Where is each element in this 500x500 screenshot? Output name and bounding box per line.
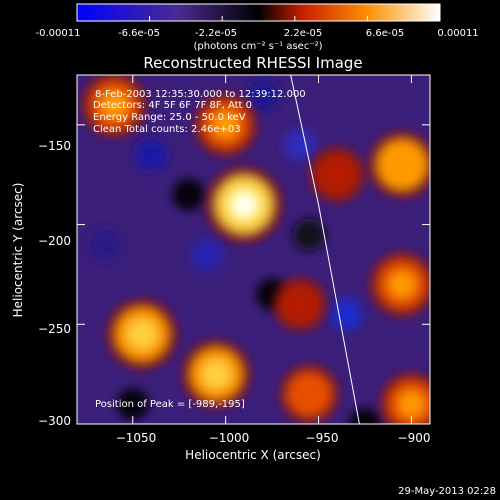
colorbar-tick-label: 2.2e-05 bbox=[284, 28, 322, 39]
annotation-time: 8-Feb-2003 12:35:30.000 to 12:39:12.000 bbox=[95, 89, 306, 100]
x-tick-label: −950 bbox=[306, 431, 339, 445]
source-core bbox=[289, 293, 311, 316]
source-core bbox=[297, 382, 322, 407]
dark-region bbox=[135, 138, 168, 171]
dark-region bbox=[172, 178, 205, 211]
axis-ticks bbox=[77, 75, 430, 425]
colorbar-tick-label: -2.2e-05 bbox=[195, 28, 237, 39]
dark-region bbox=[116, 388, 149, 421]
y-tick-label: −300 bbox=[38, 414, 71, 428]
footer-timestamp: 29-May-2013 02:28 bbox=[398, 486, 496, 497]
y-axis-label: Heliocentric Y (arcsec) bbox=[11, 183, 25, 318]
dark-region bbox=[330, 298, 363, 331]
colorbar: -0.00011 -6.6e-05 -2.2e-05 2.2e-05 6.6e-… bbox=[36, 3, 479, 52]
y-tick-label: −150 bbox=[38, 139, 71, 153]
dark-region bbox=[293, 218, 326, 251]
source-core bbox=[212, 112, 239, 138]
source-core bbox=[127, 320, 157, 349]
colorbar-gradient bbox=[76, 3, 441, 22]
source-group bbox=[82, 75, 430, 424]
x-axis-label: Heliocentric X (arcsec) bbox=[185, 448, 321, 462]
x-tick-label: −900 bbox=[398, 431, 431, 445]
source-peak bbox=[235, 196, 253, 214]
source-core bbox=[398, 391, 425, 417]
source-core bbox=[325, 163, 349, 186]
dark-region bbox=[283, 128, 316, 161]
source-core bbox=[101, 91, 128, 119]
dark-region bbox=[88, 228, 121, 261]
solar-limb-curve bbox=[290, 75, 360, 424]
dark-region bbox=[191, 238, 224, 271]
y-tick-label: −200 bbox=[38, 234, 71, 248]
chart-title: Reconstructed RHESSI Image bbox=[143, 54, 362, 72]
colorbar-units: (photons cm⁻² s⁻¹ asec⁻²) bbox=[193, 41, 322, 52]
colorbar-tick-label: -0.00011 bbox=[36, 28, 81, 39]
peak-label: Position of Peak = [-989,-195] bbox=[95, 399, 245, 410]
plot-frame bbox=[76, 74, 431, 425]
colorbar-tick-label: -6.6e-05 bbox=[118, 28, 160, 39]
colorbar-tick-label: 0.00011 bbox=[437, 28, 478, 39]
annotation-energy: Energy Range: 25.0 - 50.0 keV bbox=[93, 112, 246, 123]
annotation-detectors: Detectors: 4F 5F 6F 7F 8F, Att 0 bbox=[93, 100, 252, 111]
dark-structure bbox=[88, 78, 381, 424]
y-tick-label: −250 bbox=[38, 322, 71, 336]
colorbar-ticks bbox=[76, 16, 441, 21]
annotation-clean: Clean Total counts: 2.46e+03 bbox=[93, 124, 241, 135]
x-tick-label: −1050 bbox=[116, 431, 157, 445]
dark-region bbox=[246, 78, 279, 111]
heatmap-area bbox=[77, 75, 430, 424]
x-tick-label: −1000 bbox=[209, 431, 250, 445]
source-core bbox=[202, 360, 231, 389]
colorbar-tick-label: 6.6e-05 bbox=[366, 28, 404, 39]
source-core bbox=[388, 151, 416, 179]
source-core bbox=[389, 271, 416, 298]
